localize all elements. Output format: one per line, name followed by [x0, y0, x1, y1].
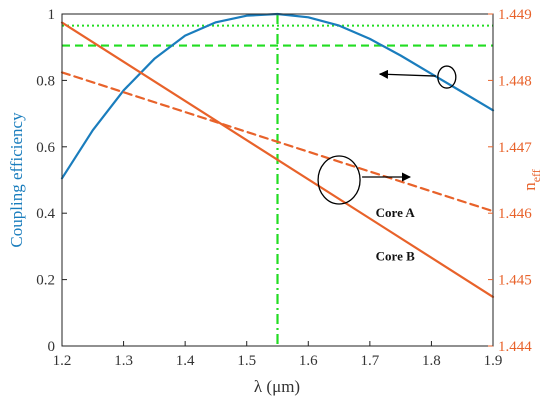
tick-label-right: 1.447: [498, 140, 532, 156]
tick-label-left: 0.4: [36, 206, 55, 222]
annotation-core-a: Core A: [376, 205, 416, 220]
y-axis-right-title-sub: eff: [529, 169, 543, 182]
tick-label-bottom: 1.3: [114, 353, 133, 369]
left-axis-ticks: 0 0.2 0.4 0.6 0.8 1: [36, 7, 67, 355]
y-axis-left-title: Coupling efficiency: [7, 112, 26, 248]
tick-label-right: 1.446: [498, 206, 532, 222]
tick-label-left: 1: [48, 7, 56, 23]
tick-label-bottom: 1.6: [299, 353, 318, 369]
y-axis-right-title: neff: [520, 169, 543, 191]
tick-label-left: 0.2: [36, 273, 55, 289]
annotation-markers: [317, 65, 457, 205]
x-axis-title: λ (μm): [254, 377, 300, 396]
marker-ellipse-1: [437, 65, 457, 89]
tick-label-bottom: 1.9: [484, 353, 503, 369]
series-core-a: [60, 71, 495, 213]
plot-frame: [61, 13, 494, 347]
tick-label-bottom: 1.2: [53, 353, 72, 369]
marker-arrow-1: [378, 69, 436, 79]
tick-label-bottom: 1.7: [360, 353, 379, 369]
annotation-core-b: Core B: [376, 248, 415, 263]
tick-label-right: 1.448: [498, 73, 532, 89]
tick-label-right: 1.445: [498, 273, 532, 289]
marker-ellipse-2: [317, 155, 361, 205]
reference-lines: [62, 14, 493, 346]
tick-label-right: 1.444: [498, 339, 532, 355]
right-axis-ticks: 1.444 1.445 1.446 1.447 1.448 1.449: [488, 7, 532, 355]
tick-label-left: 0.8: [36, 73, 55, 89]
bottom-axis-ticks: 1.2 1.3 1.4 1.5 1.6 1.7 1.8 1.9: [53, 341, 503, 369]
y-axis-right-title-base: n: [520, 182, 539, 191]
tick-label-right: 1.449: [498, 7, 532, 23]
series-core-b: [60, 21, 495, 298]
tick-label-bottom: 1.4: [176, 353, 195, 369]
tick-label-left: 0: [48, 339, 56, 355]
annotations: Core A Core B: [376, 205, 416, 263]
tick-label-bottom: 1.5: [237, 353, 256, 369]
tick-label-bottom: 1.8: [422, 353, 441, 369]
tick-label-left: 0.6: [36, 140, 55, 156]
